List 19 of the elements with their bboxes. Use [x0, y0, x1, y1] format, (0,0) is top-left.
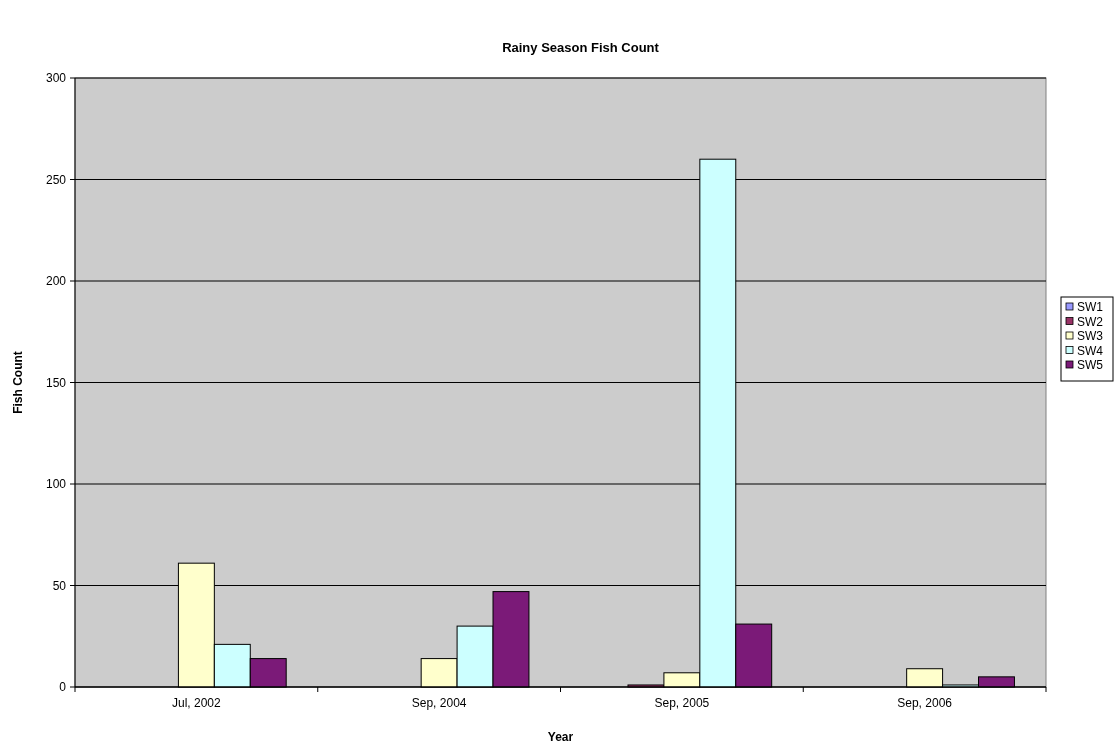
y-tick-label: 100: [45, 477, 67, 492]
legend-label: SW3: [1077, 329, 1104, 343]
y-tick-label: 250: [45, 172, 67, 187]
x-tick-label: Jul, 2002: [172, 696, 222, 710]
y-tick-label: 150: [45, 375, 67, 390]
legend-label: SW4: [1077, 343, 1104, 358]
x-tick-label: Sep, 2005: [654, 696, 710, 710]
y-tick-label: 50: [52, 578, 67, 593]
y-tick-label: 200: [45, 274, 67, 289]
x-axis-title: Year: [547, 730, 574, 744]
y-tick-label: 300: [45, 71, 67, 86]
legend-label: SW5: [1077, 358, 1104, 372]
chart-title: Rainy Season Fish Count: [502, 40, 660, 55]
x-tick-label: Sep, 2006: [897, 696, 953, 710]
legend-label: SW1: [1077, 300, 1104, 314]
legend-label: SW2: [1077, 314, 1104, 329]
y-axis-title: Fish Count: [11, 351, 25, 414]
y-tick-label: 0: [59, 680, 67, 695]
x-tick-label: Sep, 2004: [411, 696, 467, 710]
